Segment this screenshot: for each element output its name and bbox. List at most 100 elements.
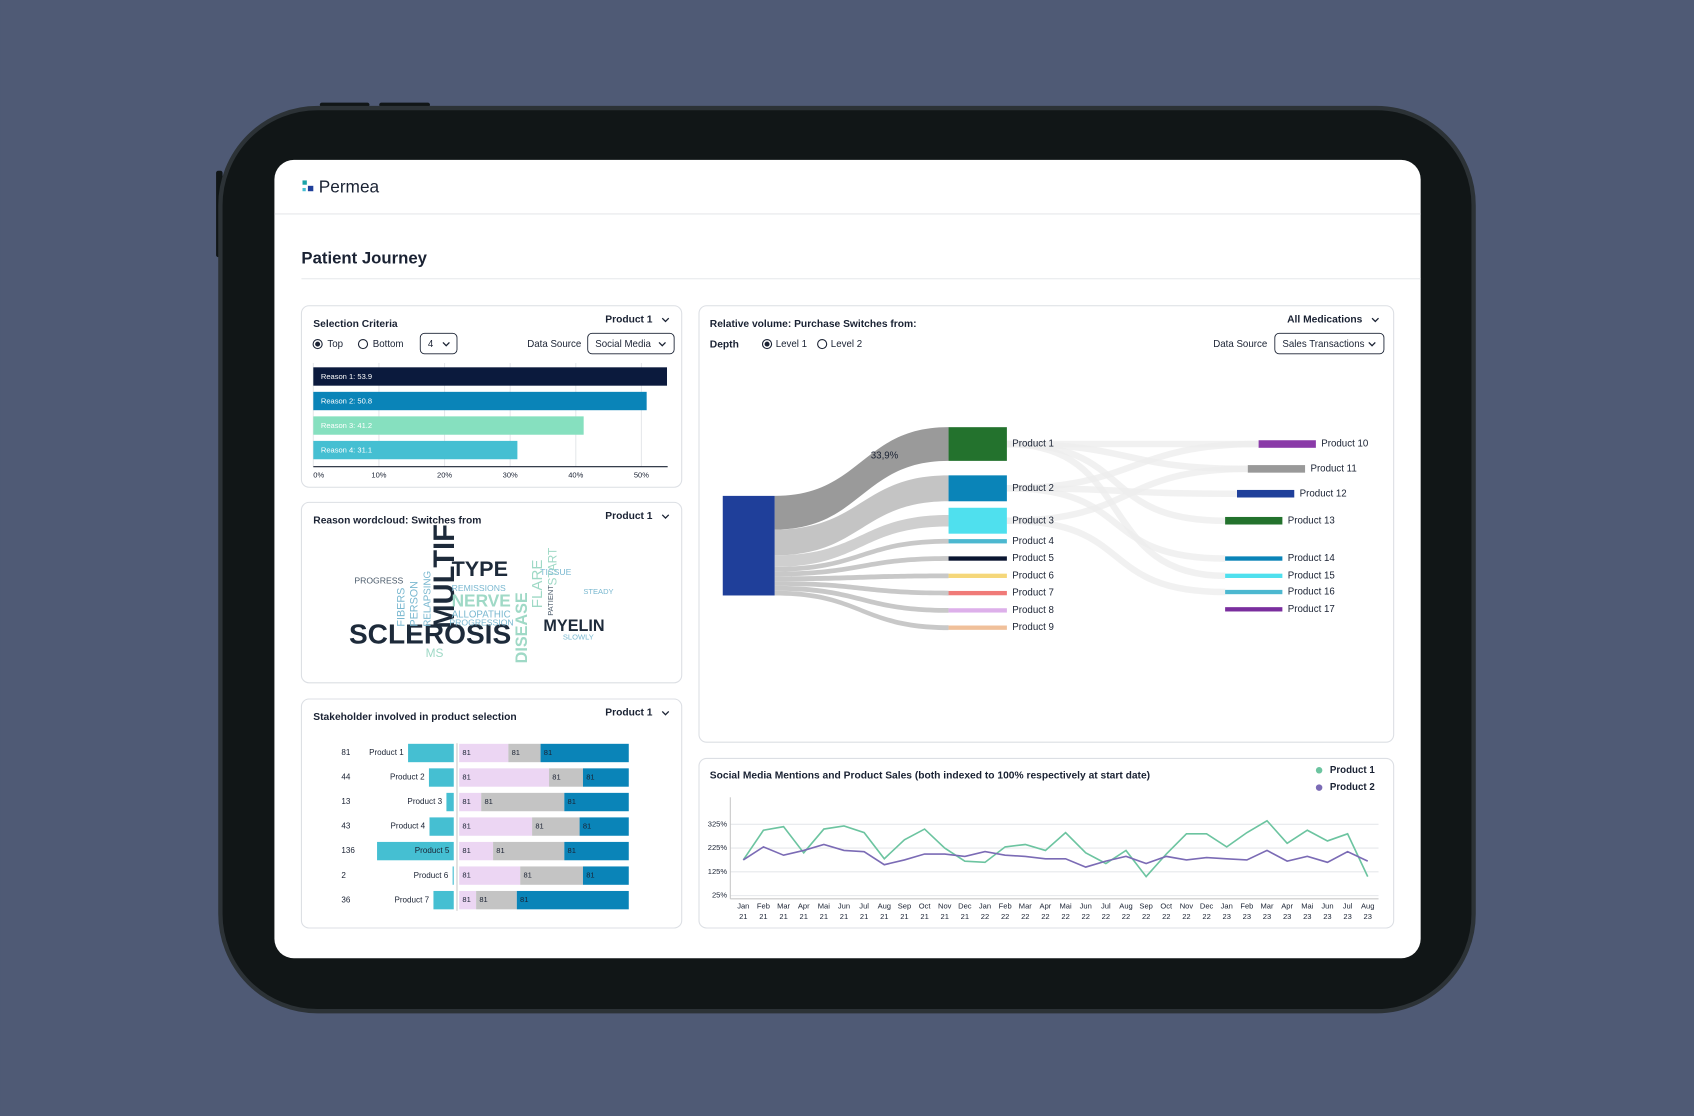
word: RELAPSING xyxy=(422,571,433,627)
chevron xyxy=(1368,342,1376,347)
x-tick-label: Oct 21 xyxy=(919,901,932,921)
x-tick-label: Feb 22 xyxy=(999,901,1012,921)
dropdown[interactable]: All Medications xyxy=(1287,314,1362,325)
node-label: Product 10 xyxy=(1321,439,1369,450)
radio-label: Bottom xyxy=(373,339,404,350)
category-label: Product 2 xyxy=(390,773,425,782)
label: Data Source xyxy=(527,339,581,350)
segment-label: 81 xyxy=(535,822,543,831)
segment xyxy=(493,841,565,861)
card xyxy=(300,501,683,684)
y-tick-label: 225% xyxy=(708,843,728,852)
node-label: Product 7 xyxy=(1012,588,1054,599)
node-label: Product 6 xyxy=(1012,570,1054,581)
x-tick-label: Mar 22 xyxy=(1019,901,1032,921)
select-value: Social Media xyxy=(595,339,651,350)
link xyxy=(774,427,949,530)
segment xyxy=(459,890,477,910)
card-title: Social Media Mentions and Product Sales … xyxy=(710,770,1150,781)
category-label: Product 5 xyxy=(415,846,450,855)
select[interactable] xyxy=(1274,332,1385,355)
total-bar xyxy=(377,841,454,861)
x-tick-label: Sep 21 xyxy=(898,901,911,921)
logo xyxy=(307,185,314,192)
category-label: Product 3 xyxy=(407,797,442,806)
card-title: Reason wordcloud: Switches from xyxy=(313,515,481,526)
segment-label: 81 xyxy=(552,773,560,782)
dropdown[interactable]: Product 1 xyxy=(605,708,653,719)
segment xyxy=(532,817,580,836)
word: PERSON xyxy=(409,581,421,627)
card-title: Stakeholder involved in product selectio… xyxy=(313,712,516,723)
x-tick-label: Nov 22 xyxy=(1180,901,1194,921)
node-label: Product 15 xyxy=(1288,570,1335,581)
chevron xyxy=(1371,317,1379,323)
node-label: Product 2 xyxy=(1012,483,1054,494)
x-tick-label: 0% xyxy=(313,470,324,479)
x-tick-label: Oct 22 xyxy=(1160,901,1173,921)
x-tick-label: Jan 21 xyxy=(737,901,749,921)
total-label: 43 xyxy=(341,822,351,831)
x-tick-label: 40% xyxy=(568,470,583,479)
outer-node xyxy=(1225,589,1283,595)
logo xyxy=(302,187,306,192)
bar xyxy=(313,416,584,435)
node-label: Product 14 xyxy=(1288,553,1336,564)
word: SCLEROSIS xyxy=(349,619,511,650)
x-tick-label: Jun 21 xyxy=(838,901,850,921)
word: FLARE xyxy=(529,560,546,609)
word: DISEASE xyxy=(513,592,531,663)
dropdown[interactable]: Product 1 xyxy=(605,314,653,325)
segment xyxy=(579,817,629,836)
segment-label: 81 xyxy=(462,822,470,831)
total-bar xyxy=(429,817,454,836)
dropdown[interactable]: Product 1 xyxy=(605,511,653,522)
outer-node xyxy=(1225,607,1283,612)
x-tick-label: Dec 21 xyxy=(958,901,972,921)
bar xyxy=(313,440,518,460)
outer-node xyxy=(1258,440,1316,448)
node-label: Product 8 xyxy=(1012,605,1054,616)
segment xyxy=(459,768,550,787)
word: SLOWLY xyxy=(563,632,594,641)
radio-dot xyxy=(764,341,770,347)
category-label: Product 6 xyxy=(414,871,449,880)
word: NERVE xyxy=(452,590,511,610)
link xyxy=(774,475,949,556)
x-tick-label: Mai 23 xyxy=(1301,901,1313,921)
label: Depth xyxy=(710,339,739,350)
x-tick-label: Aug 23 xyxy=(1361,901,1374,921)
node-label: Product 9 xyxy=(1012,622,1054,633)
segment-label: 81 xyxy=(512,748,520,757)
link-level-2 xyxy=(1006,517,1226,596)
segment-label: 81 xyxy=(479,895,487,904)
node xyxy=(948,608,1007,613)
segment xyxy=(459,841,494,861)
word: REMISSIONS xyxy=(452,583,506,593)
category-label: Product 1 xyxy=(369,748,404,757)
x-tick-label: Jan 22 xyxy=(979,901,991,921)
radio[interactable] xyxy=(357,339,369,350)
select[interactable] xyxy=(419,332,458,355)
segment xyxy=(459,743,509,763)
select[interactable] xyxy=(587,332,675,355)
segment xyxy=(508,743,541,763)
link xyxy=(774,585,949,613)
outer-node xyxy=(1247,465,1306,473)
node xyxy=(948,573,1007,578)
outer-node xyxy=(1237,489,1295,498)
chevron xyxy=(661,317,670,323)
segment xyxy=(459,866,521,885)
radio[interactable] xyxy=(817,339,828,350)
x-tick-label: Sep 22 xyxy=(1139,901,1152,921)
select-value: Sales Transactions xyxy=(1282,339,1364,350)
bar-label: Reason 2: 50.8 xyxy=(321,397,372,406)
link xyxy=(774,538,949,572)
x-tick-label: Mar 23 xyxy=(1261,901,1274,921)
word: PATIENT xyxy=(546,585,555,616)
link xyxy=(774,573,949,582)
segment-label: 81 xyxy=(586,773,594,782)
total-bar xyxy=(428,768,454,787)
segment-label: 81 xyxy=(462,748,470,757)
x-tick-label: Mai 22 xyxy=(1059,901,1071,921)
